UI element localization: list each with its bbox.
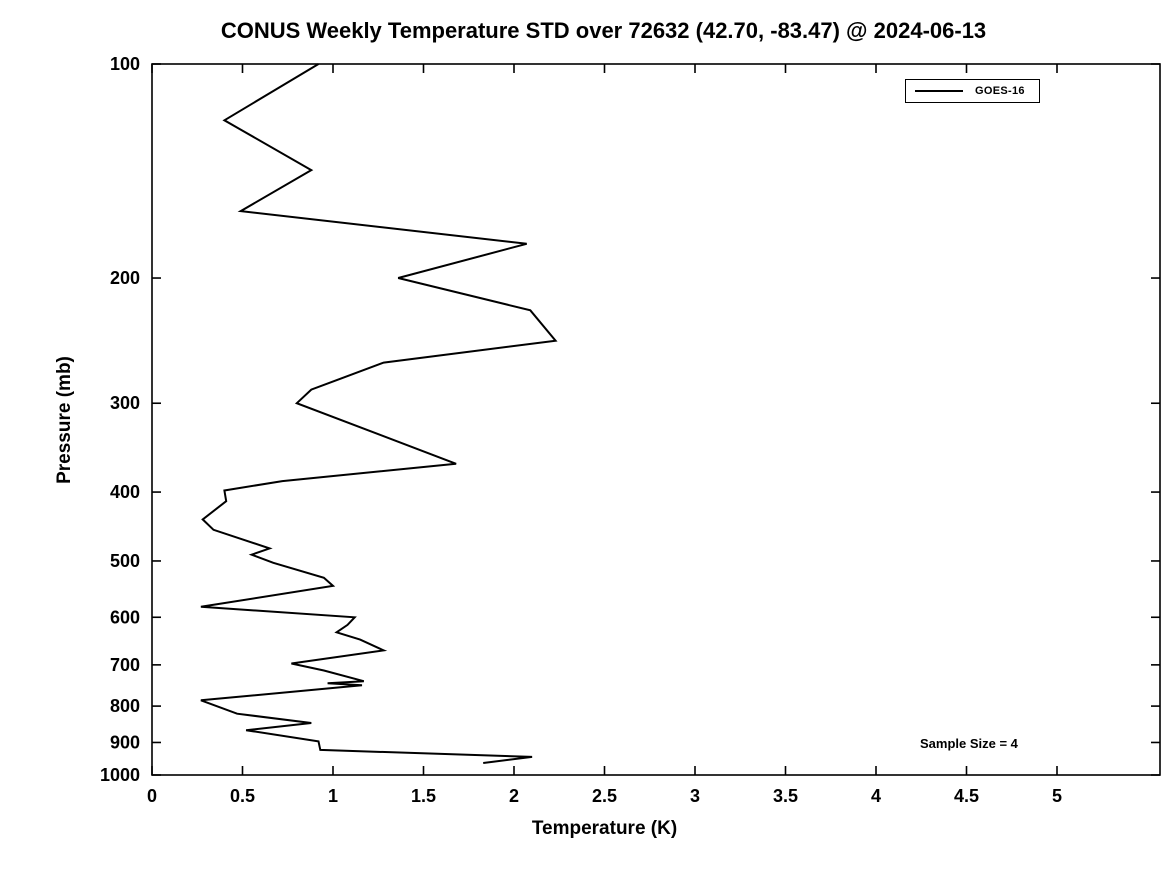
y-tick-label: 300 [110,393,140,413]
legend: GOES-16 [905,79,1040,103]
chart-title: CONUS Weekly Temperature STD over 72632 … [220,18,987,43]
x-tick-label: 1.5 [411,786,436,806]
legend-entry-label: GOES-16 [975,85,1025,97]
x-tick-label: 1 [328,786,338,806]
y-tick-label: 700 [110,655,140,675]
y-axis-label: Pressure (mb) [54,356,75,484]
series-line-goes-16 [200,63,558,764]
x-tick-label: 5 [1052,786,1062,806]
axes-box [151,63,1161,776]
x-tick-label: 4.5 [954,786,979,806]
y-tick-label: 800 [110,696,140,716]
y-tick-label: 1000 [100,765,140,785]
y-tick-label: 200 [110,268,140,288]
x-tick-label: 3 [690,786,700,806]
legend-line-sample-icon [915,90,963,92]
x-tick-label: 3.5 [773,786,798,806]
y-tick-label: 600 [110,607,140,627]
x-tick-label: 0 [147,786,157,806]
y-tick-label: 900 [110,732,140,752]
y-tick-label: 100 [110,54,140,74]
x-tick-label: 2 [509,786,519,806]
y-tick-label: 500 [110,551,140,571]
y-tick-label: 400 [110,482,140,502]
sample-size-annotation: Sample Size = 4 [920,736,1018,751]
x-tick-label: 4 [871,786,881,806]
x-tick-label: 0.5 [230,786,255,806]
x-tick-label: 2.5 [592,786,617,806]
x-axis-label: Temperature (K) [531,818,678,839]
